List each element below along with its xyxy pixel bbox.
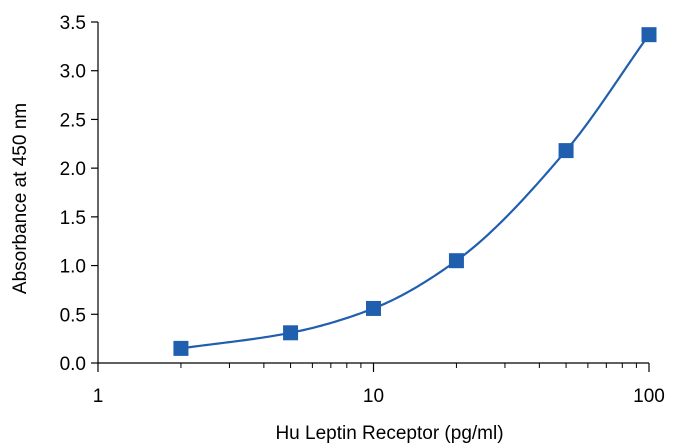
y-tick-label: 0.0 bbox=[60, 354, 86, 375]
y-tick-label: 3.5 bbox=[60, 13, 86, 34]
x-tick-label: 100 bbox=[633, 386, 665, 407]
data-point bbox=[448, 253, 464, 269]
data-point bbox=[366, 300, 381, 316]
x-tick-label: 10 bbox=[363, 386, 384, 407]
y-tick-label: 1.5 bbox=[60, 208, 86, 229]
y-tick-label: 1.0 bbox=[60, 257, 86, 278]
fit-curve bbox=[180, 34, 650, 350]
data-point bbox=[283, 325, 299, 341]
data-point bbox=[173, 340, 189, 356]
axes: 0.0 0.5 1.0 1.5 2.0 2.5 3.0 3.5 1 10 100 bbox=[60, 13, 665, 407]
y-tick-label: 3.0 bbox=[60, 62, 86, 83]
data-points-layer bbox=[173, 27, 657, 356]
y-tick-label: 2.5 bbox=[60, 110, 86, 131]
y-tick-label: 0.5 bbox=[60, 305, 86, 326]
x-tick-label: 1 bbox=[93, 386, 104, 407]
y-tick-label: 2.0 bbox=[60, 159, 86, 180]
x-axis-title: Hu Leptin Receptor (pg/ml) bbox=[275, 423, 503, 443]
data-point bbox=[558, 143, 574, 159]
data-point bbox=[641, 27, 657, 43]
y-axis-title: Absorbance at 450 nm bbox=[10, 103, 31, 294]
fit-curve-layer bbox=[180, 34, 650, 350]
